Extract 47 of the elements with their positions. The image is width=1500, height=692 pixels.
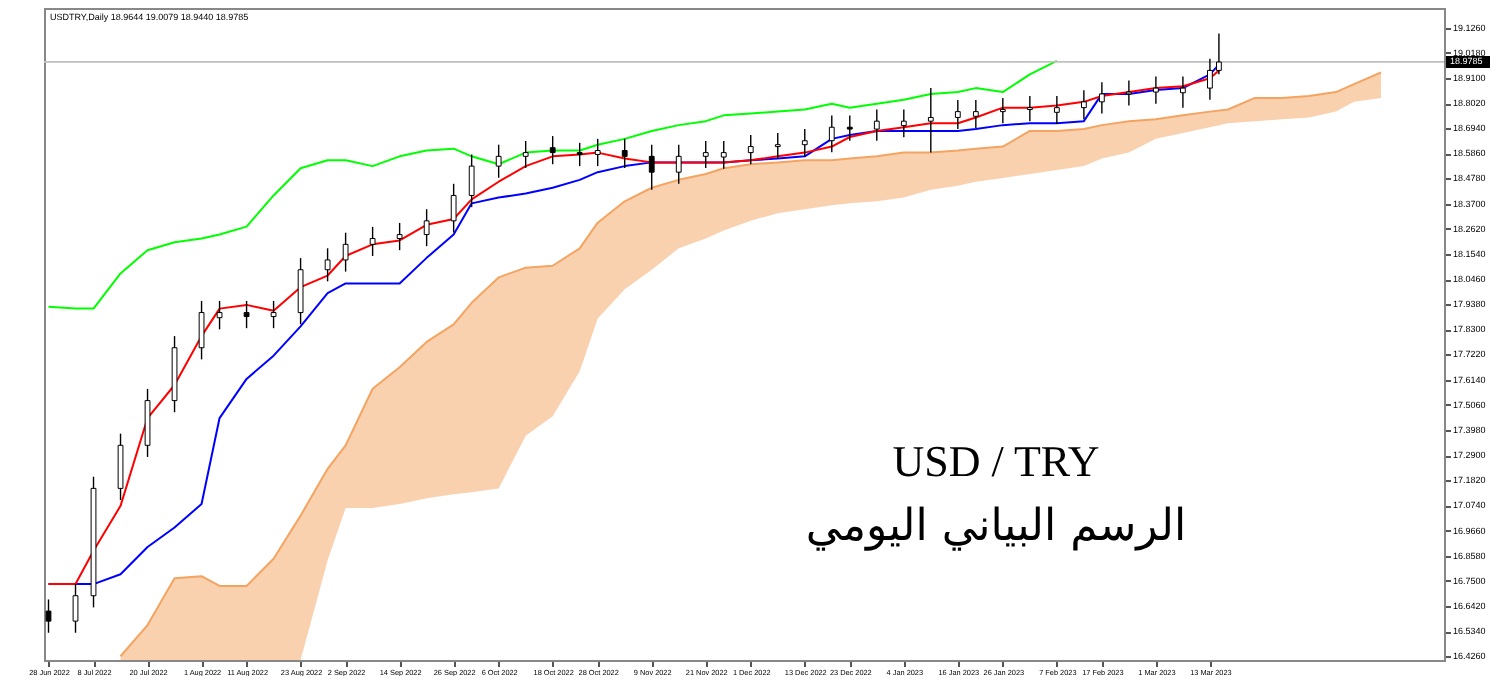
candlestick <box>1053 95 1060 125</box>
candlestick <box>216 300 223 331</box>
candlestick <box>900 108 907 138</box>
candlestick <box>801 128 808 158</box>
text: الرسم البياني اليومي <box>805 502 1187 552</box>
candlestick <box>117 432 124 501</box>
candlestick <box>198 300 205 361</box>
text: USD / TRY <box>892 436 1100 486</box>
candlestick <box>1153 75 1159 105</box>
candlestick <box>144 388 151 458</box>
candlestick <box>297 257 304 325</box>
candlestick <box>927 87 934 154</box>
candlestick <box>1098 81 1105 115</box>
candlestick <box>495 143 502 179</box>
candlestick <box>621 138 628 169</box>
candlestick <box>468 153 475 208</box>
candlestick <box>324 247 331 283</box>
candlestick <box>450 183 457 234</box>
candlestick <box>846 114 853 142</box>
line-series <box>47 59 1058 310</box>
candlestick <box>243 300 250 329</box>
candlestick <box>342 232 349 273</box>
candlestick <box>72 583 79 634</box>
candlestick <box>972 99 979 129</box>
candlestick <box>594 138 601 167</box>
candlestick <box>999 97 1006 124</box>
candlestick <box>1080 89 1087 121</box>
candlestick <box>1026 95 1033 122</box>
candlestick <box>45 598 52 634</box>
candlestick <box>396 222 403 251</box>
candlestick <box>369 226 376 257</box>
candlestick <box>675 143 682 185</box>
candlestick <box>702 140 709 169</box>
candlestick <box>1125 79 1132 107</box>
candlestick <box>1180 75 1186 109</box>
candlestick <box>774 132 781 159</box>
candlestick <box>648 143 655 191</box>
candlestick <box>576 142 583 167</box>
candlestick <box>828 114 835 154</box>
candlestick <box>720 140 727 170</box>
candlestick <box>423 208 430 247</box>
candlestick <box>954 99 961 130</box>
candlestick <box>549 135 556 165</box>
candlestick <box>873 108 880 142</box>
candlestick <box>522 140 529 169</box>
candlestick <box>270 300 277 329</box>
candlestick <box>747 134 754 165</box>
